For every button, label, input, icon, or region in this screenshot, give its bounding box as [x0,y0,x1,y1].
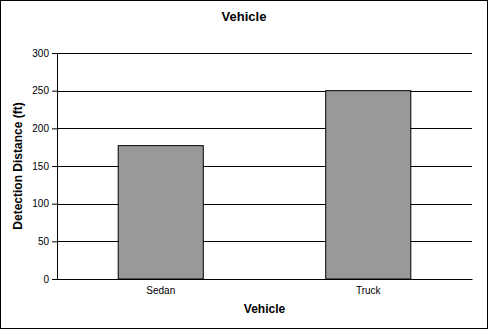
y-tick: 300 [32,48,57,59]
y-tick: 250 [32,85,57,96]
y-tick: 150 [32,161,57,172]
title: Vehicle [222,9,267,24]
y-tick: 200 [32,123,57,134]
y-tick-label: 150 [32,161,49,172]
y-tick: 50 [38,236,57,247]
y-axis: 0 50 100 150 200 250 300 [32,48,57,285]
y-tick-label: 100 [32,198,49,209]
y-tick: 100 [32,198,57,209]
y-tick-label: 250 [32,85,49,96]
x-tick-label: Truck [356,285,382,296]
x-tick-label: Sedan [146,285,175,296]
y-tick-label: 50 [38,236,50,247]
y-tick-mark [52,241,57,242]
y-tick-label: 200 [32,123,49,134]
x-axis-title: Vehicle [244,302,286,316]
x-tick: Truck [356,279,382,296]
y-tick-label: 0 [43,274,49,285]
chart: 0 50 100 150 200 250 300 Sedan Truck Vehicle Vehic… [0,0,488,329]
y-tick-mark [52,53,57,54]
y-tick-mark [52,166,57,167]
y-axis-line [52,54,58,280]
grid-line [57,279,472,280]
y-tick-mark [52,128,57,129]
y-tick-mark [52,91,57,92]
grid-line [57,53,472,54]
x-tick: Sedan [146,279,175,296]
bar [118,146,203,279]
y-tick-mark [52,279,57,280]
chart-frame [1,1,488,329]
x-axis: Sedan Truck [58,279,473,296]
bars [118,91,411,279]
y-axis-title: Detection Distance (ft) [11,102,25,229]
x-axis-line [58,279,473,280]
bar [326,91,411,279]
y-tick-label: 300 [32,48,49,59]
y-tick-mark [52,204,57,205]
y-tick: 0 [43,274,57,285]
grid [57,54,472,280]
